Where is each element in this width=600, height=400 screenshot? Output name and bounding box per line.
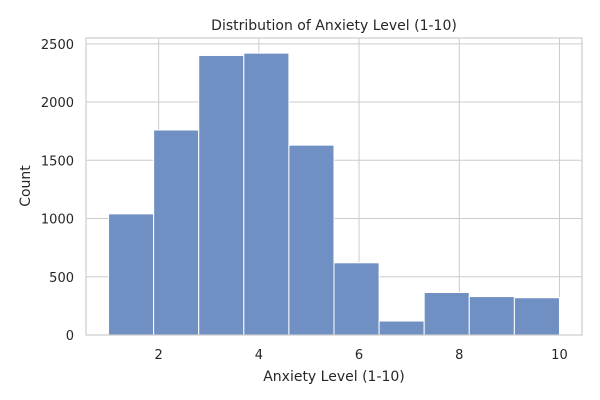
histogram-bar — [423, 291, 470, 336]
x-tick-label: 6 — [355, 348, 363, 363]
histogram-bar — [153, 129, 200, 336]
histogram-bar — [468, 296, 515, 336]
histogram-bar — [243, 52, 290, 336]
histogram-bar — [513, 297, 560, 336]
x-tick-label: 8 — [455, 348, 463, 363]
y-tick-label: 1000 — [41, 213, 74, 228]
histogram-bar — [288, 144, 335, 336]
bars — [108, 52, 560, 336]
y-tick-label: 500 — [49, 271, 74, 286]
histogram-bar — [198, 54, 245, 336]
histogram-bar — [108, 213, 155, 336]
x-tick-label: 10 — [551, 348, 568, 363]
y-tick-label: 2000 — [41, 96, 74, 111]
x-axis-label: Anxiety Level (1-10) — [263, 369, 405, 385]
histogram-bar — [378, 320, 425, 336]
y-axis-label: Count — [18, 165, 34, 207]
histogram-bar — [333, 262, 380, 336]
y-tick-label: 0 — [66, 329, 74, 344]
x-tick-label: 2 — [155, 348, 163, 363]
y-tick-label: 2500 — [41, 38, 74, 53]
chart-title: Distribution of Anxiety Level (1-10) — [211, 18, 457, 34]
tick-labels: 2 4 6 8 10 0 500 1000 1500 2000 2500 — [41, 38, 568, 363]
plot-frame — [85, 37, 583, 336]
x-tick-label: 4 — [255, 348, 263, 363]
y-tick-label: 1500 — [41, 154, 74, 169]
